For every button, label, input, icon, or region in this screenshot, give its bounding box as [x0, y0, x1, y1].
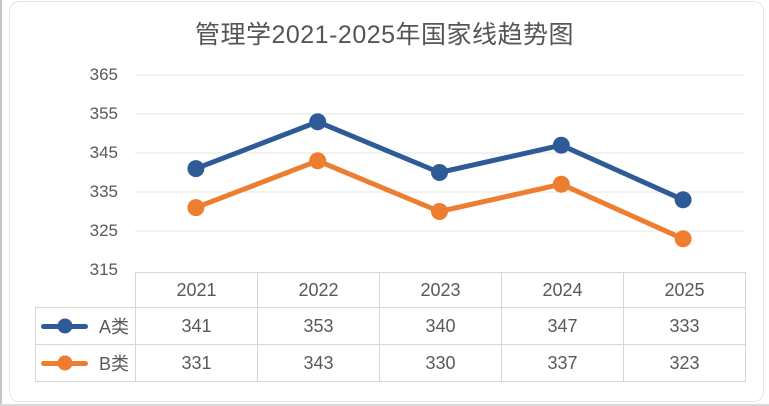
year-header: 2021: [135, 272, 258, 308]
chart-title: 管理学2021-2025年国家线趋势图: [194, 21, 575, 49]
series-b-key-dot-icon: [57, 355, 72, 371]
year-header: 2022: [257, 272, 380, 308]
value-cell-b: 323: [623, 344, 746, 382]
data-point-0-2024: [552, 136, 570, 154]
series-a-key-icon: [41, 318, 88, 334]
series-row-a: A类 341 353 340 347 333: [35, 307, 746, 345]
series-row-b: B类 331 343 330 337 323: [35, 344, 746, 382]
data-table: 2021 2022 2023 2024 2025 A类 341 353 340 …: [35, 272, 746, 382]
data-point-1-2023: [431, 203, 448, 220]
series-a-name: A类: [98, 317, 129, 337]
data-point-1-2021: [187, 199, 205, 217]
year-header: 2025: [623, 272, 746, 308]
y-tick-label: 315: [89, 260, 118, 279]
value-cell-a: 341: [135, 307, 258, 345]
y-tick-label: 345: [89, 143, 118, 162]
series-b-key-icon: [41, 355, 88, 371]
series-b-name: B类: [98, 354, 129, 374]
year-header: 2023: [379, 272, 502, 308]
data-point-0-2021: [187, 160, 205, 178]
legend-cell-a: A类: [35, 307, 136, 345]
data-point-0-2022: [309, 113, 327, 131]
screen-edge-left: [0, 0, 2, 406]
y-tick-label: 355: [89, 104, 118, 123]
data-point-1-2025: [674, 230, 692, 248]
value-cell-b: 330: [379, 344, 502, 382]
data-point-0-2025: [674, 191, 692, 209]
y-tick-label: 325: [89, 221, 118, 240]
value-cell-a: 340: [379, 307, 502, 345]
value-cell-a: 353: [257, 307, 380, 345]
data-point-1-2024: [552, 175, 570, 193]
legend-cell-b: B类: [35, 344, 136, 382]
series-a-key-dot-icon: [57, 318, 72, 334]
y-tick-label: 365: [89, 65, 118, 84]
value-cell-b: 343: [257, 344, 380, 382]
data-point-1-2022: [309, 152, 327, 170]
y-tick-label: 335: [89, 182, 118, 201]
value-cell-a: 347: [501, 307, 624, 345]
table-header-row: 2021 2022 2023 2024 2025: [36, 272, 746, 308]
year-header: 2024: [501, 272, 624, 308]
value-cell-b: 331: [135, 344, 258, 382]
data-point-0-2023: [431, 164, 448, 181]
table-corner-cell: [36, 273, 136, 308]
value-cell-b: 337: [501, 344, 624, 382]
series-line-0: [193, 119, 686, 203]
value-cell-a: 333: [623, 307, 746, 345]
screen-edge-bottom: [0, 404, 769, 406]
